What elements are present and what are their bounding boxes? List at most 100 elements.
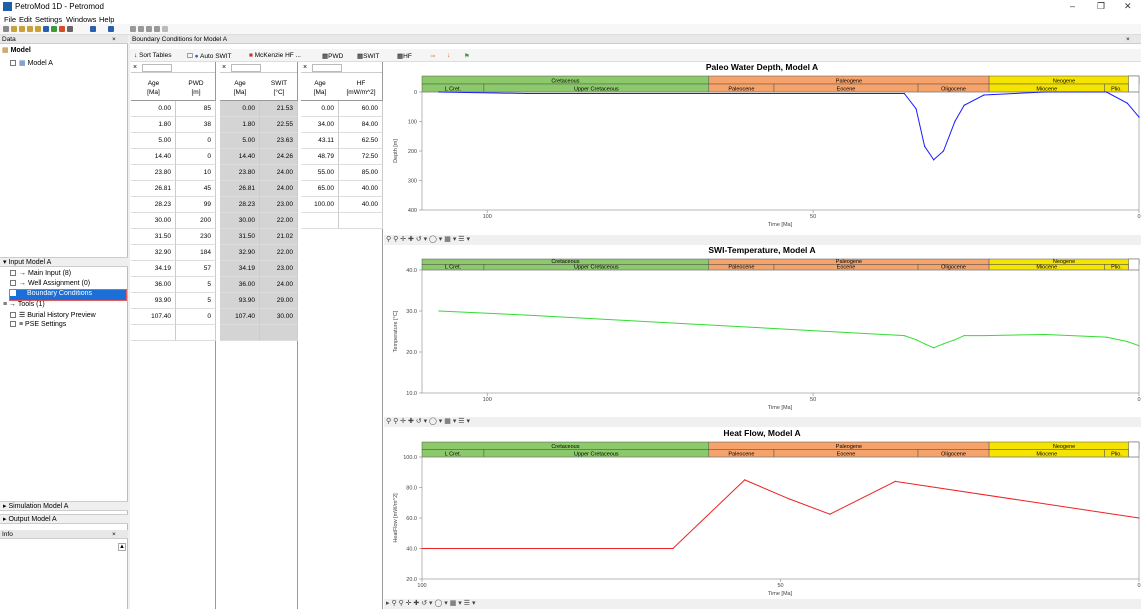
swit-age-cell[interactable]: 31.50: [220, 229, 260, 245]
arrow-icon[interactable]: ⇒: [430, 53, 436, 60]
pwd-age-cell[interactable]: 93.90: [131, 293, 176, 309]
swit-empty-cell[interactable]: [220, 325, 260, 341]
swit-empty-cell[interactable]: [260, 325, 298, 341]
flag-icon[interactable]: ⚑: [464, 53, 470, 60]
pwd-value-cell[interactable]: 200: [176, 213, 216, 229]
maximize-icon[interactable]: ❐: [1097, 1, 1106, 11]
swit-value-cell[interactable]: 24.00: [260, 181, 298, 197]
hf-value-cell[interactable]: 40.00: [339, 181, 383, 197]
pwd-value-cell[interactable]: 230: [176, 229, 216, 245]
hf-button[interactable]: ▦HF: [397, 52, 412, 60]
reset-icon[interactable]: [162, 26, 168, 32]
chart-tools-icon[interactable]: ▸ ⚲ ⚲ ✛ ✚ ↺ ▾ ◯ ▾ ▦ ▾ ☰ ▾: [386, 600, 476, 607]
column-header[interactable]: Age [Ma]: [313, 80, 327, 96]
swit-age-cell[interactable]: 0.00: [220, 101, 260, 117]
swit-value-cell[interactable]: 23.00: [260, 261, 298, 277]
checkbox[interactable]: [10, 270, 16, 276]
swit-value-cell[interactable]: 23.00: [260, 197, 298, 213]
swit-value-cell[interactable]: 24.26: [260, 149, 298, 165]
zoom-in-icon[interactable]: [130, 26, 136, 32]
fit-icon[interactable]: [154, 26, 160, 32]
save-icon[interactable]: [43, 26, 49, 32]
open-icon[interactable]: [11, 26, 17, 32]
pwd-age-cell[interactable]: 30.00: [131, 213, 176, 229]
new-icon[interactable]: [3, 26, 9, 32]
pwd-value-cell[interactable]: 0: [176, 133, 216, 149]
folder-icon[interactable]: [19, 26, 25, 32]
tree-pse-settings[interactable]: ≡ PSE Settings: [10, 321, 66, 328]
swit-button[interactable]: ▦SWIT: [357, 52, 379, 60]
pwd-age-cell[interactable]: 36.00: [131, 277, 176, 293]
check-icon[interactable]: [51, 26, 57, 32]
swit-age-cell[interactable]: 14.40: [220, 149, 260, 165]
swit-age-cell[interactable]: 34.19: [220, 261, 260, 277]
swit-age-cell[interactable]: 1.80: [220, 117, 260, 133]
undo-icon[interactable]: [90, 26, 96, 32]
pwd-value-cell[interactable]: 10: [176, 165, 216, 181]
swit-age-cell[interactable]: 30.00: [220, 213, 260, 229]
swit-age-cell[interactable]: 5.00: [220, 133, 260, 149]
close-icon[interactable]: ×: [112, 36, 116, 43]
filter-input[interactable]: [312, 64, 342, 72]
checkbox[interactable]: [10, 280, 16, 286]
pwd-value-cell[interactable]: 99: [176, 197, 216, 213]
column-header[interactable]: SWIT [°C]: [270, 80, 288, 96]
swit-value-cell[interactable]: 21.53: [260, 101, 298, 117]
down-arrow-icon[interactable]: ↓: [447, 52, 451, 59]
hf-value-cell[interactable]: 85.00: [339, 165, 383, 181]
pwd-value-cell[interactable]: 57: [176, 261, 216, 277]
output-model-header[interactable]: ▸ Output Model A: [0, 514, 128, 524]
swit-value-cell[interactable]: 30.00: [260, 309, 298, 325]
pwd-value-cell[interactable]: 38: [176, 117, 216, 133]
pwd-age-cell[interactable]: 26.81: [131, 181, 176, 197]
simulation-model-header[interactable]: ▸ Simulation Model A: [0, 501, 128, 511]
close-icon[interactable]: ×: [303, 64, 308, 71]
pwd-value-cell[interactable]: 184: [176, 245, 216, 261]
tree-main-input[interactable]: → Main Input (8): [10, 270, 71, 277]
tree-model-a[interactable]: ▦ Model A: [10, 59, 53, 67]
swit-value-cell[interactable]: 24.00: [260, 277, 298, 293]
swit-age-cell[interactable]: 32.90: [220, 245, 260, 261]
close-icon[interactable]: ×: [222, 64, 227, 71]
menu-help[interactable]: Help: [99, 15, 115, 24]
filter-input[interactable]: [231, 64, 261, 72]
swit-value-cell[interactable]: 22.55: [260, 117, 298, 133]
chart-tools-icon[interactable]: ⚲ ⚲ ✛ ✚ ↺ ▾ ◯ ▾ ▦ ▾ ☰ ▾: [386, 236, 471, 243]
pwd-age-cell[interactable]: 0.00: [131, 101, 176, 117]
swit-value-cell[interactable]: 22.00: [260, 245, 298, 261]
chart-tools-icon[interactable]: ⚲ ⚲ ✛ ✚ ↺ ▾ ◯ ▾ ▦ ▾ ☰ ▾: [386, 418, 471, 425]
hf-age-cell[interactable]: 0.00: [301, 101, 339, 117]
close-icon[interactable]: ×: [133, 64, 138, 71]
minimize-icon[interactable]: –: [1070, 1, 1076, 11]
close-icon[interactable]: ×: [1126, 36, 1130, 43]
tree-tools[interactable]: ≡ → Tools (1): [3, 301, 45, 308]
swit-value-cell[interactable]: 22.00: [260, 213, 298, 229]
pwd-age-cell[interactable]: 107.40: [131, 309, 176, 325]
menu-settings[interactable]: Settings: [35, 15, 63, 24]
hf-empty-cell[interactable]: [301, 213, 339, 229]
pwd-value-cell[interactable]: 5: [176, 277, 216, 293]
pwd-value-cell[interactable]: 85: [176, 101, 216, 117]
column-header[interactable]: PWD [m]: [188, 80, 204, 96]
swit-age-cell[interactable]: 23.80: [220, 165, 260, 181]
filter-input[interactable]: [142, 64, 172, 72]
menu-edit[interactable]: Edit: [19, 15, 32, 24]
pwd-age-cell[interactable]: 5.00: [131, 133, 176, 149]
column-header[interactable]: Age [Ma]: [233, 80, 247, 96]
close-icon[interactable]: ✕: [1124, 1, 1132, 11]
pwd-age-cell[interactable]: 23.80: [131, 165, 176, 181]
pwd-button[interactable]: ▦PWD: [322, 52, 343, 60]
pwd-age-cell[interactable]: 31.50: [131, 229, 176, 245]
checkbox[interactable]: [10, 60, 16, 66]
hf-value-cell[interactable]: 72.50: [339, 149, 383, 165]
scroll-up-icon[interactable]: ▲: [118, 543, 126, 551]
checkbox[interactable]: [10, 290, 16, 296]
input-model-header[interactable]: ▾ Input Model A: [0, 257, 128, 267]
pwd-age-cell[interactable]: 1.80: [131, 117, 176, 133]
tree-boundary-conditions[interactable]: Boundary Conditions: [9, 289, 127, 301]
pwd-age-cell[interactable]: 34.19: [131, 261, 176, 277]
pwd-age-cell[interactable]: 32.90: [131, 245, 176, 261]
hf-age-cell[interactable]: 34.00: [301, 117, 339, 133]
close-icon[interactable]: ×: [112, 531, 116, 538]
column-header[interactable]: HF [mW/m^2]: [346, 80, 376, 96]
